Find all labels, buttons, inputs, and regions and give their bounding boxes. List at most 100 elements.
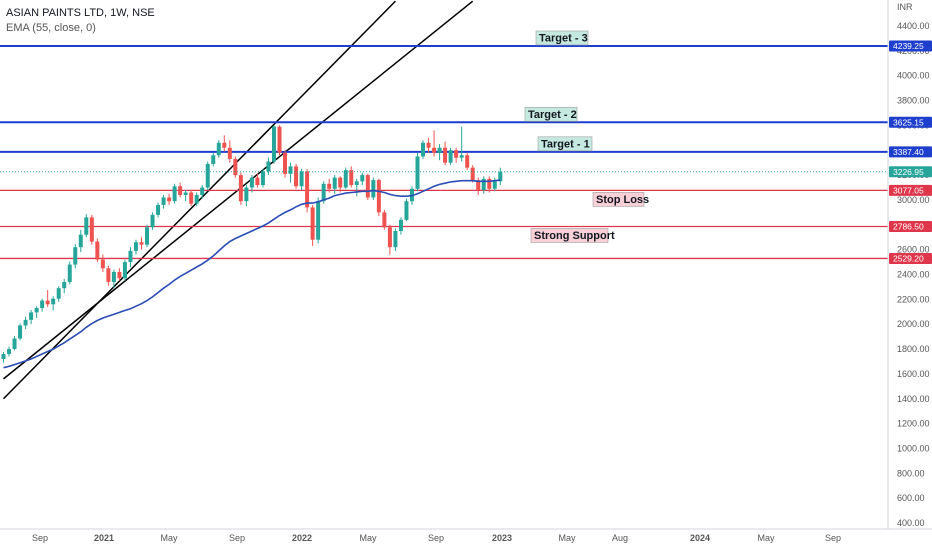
candle-body[interactable]: [95, 241, 100, 260]
candle-body[interactable]: [238, 175, 243, 202]
candle-body[interactable]: [167, 197, 172, 202]
candle-body[interactable]: [216, 142, 221, 156]
candle-body[interactable]: [332, 177, 337, 189]
candle-body[interactable]: [294, 166, 299, 187]
level-label-box[interactable]: [530, 228, 609, 243]
trendline-1[interactable]: [2, 0, 396, 400]
candle-body[interactable]: [18, 325, 23, 339]
candle-body[interactable]: [421, 142, 426, 157]
candle-body[interactable]: [200, 187, 205, 195]
candle-body[interactable]: [249, 177, 254, 188]
ema-indicator-label[interactable]: EMA (55, close, 0): [6, 22, 96, 34]
candle-body[interactable]: [23, 319, 28, 326]
candle-body[interactable]: [393, 231, 398, 248]
candle-body[interactable]: [327, 183, 332, 189]
candle-body[interactable]: [277, 126, 282, 153]
candle-body[interactable]: [7, 349, 12, 355]
candle-body[interactable]: [255, 177, 260, 186]
candle-body[interactable]: [492, 181, 497, 189]
candle-body[interactable]: [360, 175, 365, 182]
candle-body[interactable]: [45, 300, 50, 305]
candle-body[interactable]: [233, 158, 238, 176]
candle-body[interactable]: [122, 262, 127, 279]
candle-body[interactable]: [178, 186, 183, 195]
candle-body[interactable]: [56, 288, 61, 299]
level-label-box[interactable]: [592, 192, 645, 207]
candle-body[interactable]: [387, 227, 392, 248]
candle-body[interactable]: [111, 272, 116, 282]
candle-body[interactable]: [415, 156, 420, 189]
candle-body[interactable]: [305, 171, 310, 208]
candle-body[interactable]: [139, 242, 144, 245]
candle-body[interactable]: [106, 268, 111, 282]
candle-body[interactable]: [62, 281, 67, 289]
candle-body[interactable]: [133, 242, 138, 251]
candle-body[interactable]: [211, 155, 216, 164]
level-label-box[interactable]: [535, 30, 589, 46]
candle-body[interactable]: [150, 214, 155, 228]
candle-body[interactable]: [498, 171, 503, 182]
candle-body[interactable]: [84, 217, 89, 235]
candle-body[interactable]: [470, 167, 475, 181]
candle-body[interactable]: [51, 298, 56, 305]
candle-body[interactable]: [1, 354, 6, 359]
candle-body[interactable]: [283, 152, 288, 174]
candle-body[interactable]: [189, 192, 194, 204]
candle-body[interactable]: [349, 170, 354, 186]
candle-body[interactable]: [271, 126, 276, 162]
candle-body[interactable]: [172, 186, 177, 202]
candle-body[interactable]: [404, 201, 409, 220]
candle-body[interactable]: [465, 155, 470, 168]
candle-body[interactable]: [476, 180, 481, 191]
ema-line[interactable]: [3, 179, 501, 369]
candle-body[interactable]: [376, 180, 381, 213]
candle-body[interactable]: [260, 171, 265, 186]
candle-body[interactable]: [222, 142, 227, 148]
candle-body[interactable]: [371, 180, 376, 198]
price-axis[interactable]: 4400.004200.004000.003800.003600.003400.…: [897, 21, 930, 528]
candle-body[interactable]: [117, 272, 122, 279]
candle-body[interactable]: [78, 234, 83, 248]
candle-body[interactable]: [354, 181, 359, 186]
candle-body[interactable]: [437, 147, 442, 153]
candle-body[interactable]: [299, 171, 304, 187]
candle-body[interactable]: [73, 247, 78, 265]
candle-body[interactable]: [40, 300, 45, 309]
candle-body[interactable]: [128, 250, 133, 263]
candle-body[interactable]: [145, 227, 150, 245]
candle-body[interactable]: [227, 147, 232, 159]
candle-body[interactable]: [316, 201, 321, 240]
candle-body[interactable]: [156, 204, 161, 215]
candle-body[interactable]: [365, 175, 370, 198]
candle-body[interactable]: [205, 163, 210, 188]
time-axis[interactable]: Sep 2021 May Sep 2022 May Sep 2023 May Aug 2024 May…: [32, 533, 841, 543]
candle-body[interactable]: [67, 264, 72, 282]
candle-body[interactable]: [34, 308, 39, 313]
candle-body[interactable]: [89, 217, 94, 242]
symbol-title[interactable]: ASIAN PAINTS LTD, 1W, NSE: [6, 7, 155, 19]
candle-body[interactable]: [161, 197, 166, 205]
candle-body[interactable]: [29, 312, 34, 320]
candle-body[interactable]: [194, 194, 199, 204]
candle-body[interactable]: [382, 212, 387, 228]
candle-body[interactable]: [459, 155, 464, 158]
candle-body[interactable]: [487, 178, 492, 189]
candle-body[interactable]: [12, 338, 17, 350]
level-label-box[interactable]: [524, 106, 578, 122]
candle-body[interactable]: [244, 187, 249, 202]
candle-body[interactable]: [100, 259, 105, 269]
candle-body[interactable]: [321, 183, 326, 202]
candle-body[interactable]: [443, 147, 448, 163]
candle-body[interactable]: [310, 207, 315, 240]
candle-body[interactable]: [183, 192, 188, 195]
candle-body[interactable]: [426, 142, 431, 148]
candle-body[interactable]: [448, 150, 453, 163]
candle-body[interactable]: [288, 166, 293, 174]
candle-body[interactable]: [481, 178, 486, 191]
candle-body[interactable]: [454, 150, 459, 158]
candle-body[interactable]: [432, 147, 437, 153]
candle-body[interactable]: [266, 161, 271, 172]
candle-body[interactable]: [343, 170, 348, 188]
candle-body[interactable]: [398, 219, 403, 232]
